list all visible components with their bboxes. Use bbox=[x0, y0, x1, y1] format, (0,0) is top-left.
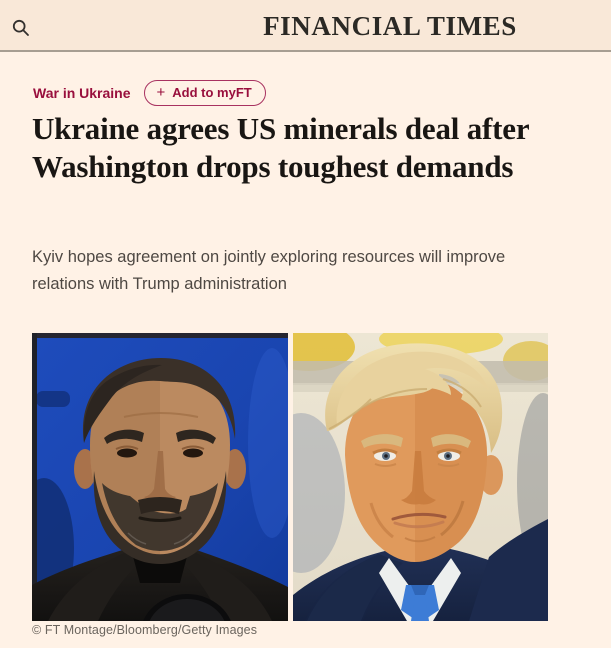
add-to-myft-button[interactable]: + Add to myFT bbox=[143, 80, 266, 106]
plus-icon: + bbox=[156, 83, 166, 101]
article-headline: Ukraine agrees US minerals deal after Wa… bbox=[32, 111, 529, 184]
search-icon[interactable] bbox=[10, 18, 32, 40]
portrait-zelensky-image bbox=[32, 333, 288, 621]
topic-tag-link[interactable]: War in Ukraine bbox=[33, 85, 131, 101]
topic-row: War in Ukraine + Add to myFT bbox=[33, 80, 266, 106]
site-header: FINANCIAL TIMES bbox=[0, 0, 611, 52]
add-to-myft-label: Add to myFT bbox=[172, 85, 252, 100]
article-lead-image bbox=[32, 333, 548, 621]
portrait-trump-image bbox=[293, 333, 548, 621]
image-caption: © FT Montage/Bloomberg/Getty Images bbox=[32, 623, 258, 637]
article-standfirst: Kyiv hopes agreement on jointly explorin… bbox=[32, 248, 506, 293]
magnifier-glyph bbox=[12, 19, 29, 36]
masthead-title[interactable]: FINANCIAL TIMES bbox=[263, 11, 517, 41]
